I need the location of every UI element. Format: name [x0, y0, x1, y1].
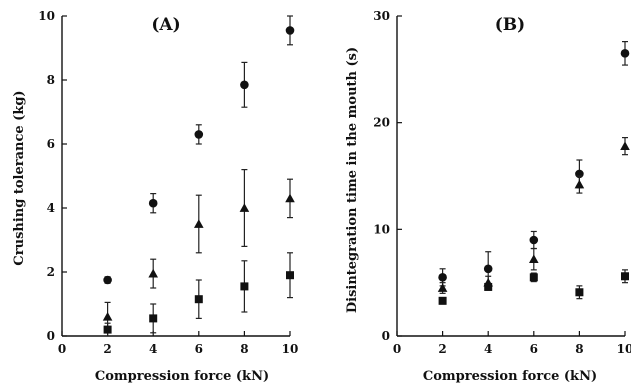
panel-b-y-tick-label: 30 [373, 9, 390, 23]
panel-b-y-tick-label: 0 [382, 329, 390, 343]
panel-b-y-axis-title: Disintegration time in the mouth (s) [345, 47, 360, 313]
panel-b-point-square [438, 296, 447, 305]
panel-b-point-circle [529, 235, 539, 245]
panel-a-y-tick-label: 8 [47, 73, 55, 87]
panel-a-point-circle [194, 130, 204, 139]
panel-a-point-square [194, 295, 203, 304]
panel-b-x-tick-label: 2 [438, 342, 446, 356]
panel-b-x-tick-label: 8 [575, 342, 583, 356]
panel-a-point-triangle [148, 268, 158, 278]
panel-a-y-tick-label: 2 [47, 265, 55, 279]
panel-a-x-tick-label: 4 [149, 342, 157, 356]
panel-a-y-tick-label: 0 [47, 329, 55, 343]
panel-b-title: (B) [495, 15, 525, 35]
panel-a-x-tick-label: 0 [58, 342, 66, 356]
panel-b-point-triangle [437, 283, 448, 292]
panel-a-point-circle [285, 26, 295, 35]
panel-b-x-tick-label: 6 [530, 342, 538, 356]
panel-a-y-axis-title: Crushing tolerance (kg) [12, 90, 27, 265]
panel-a-point-square [240, 282, 249, 291]
panel-a-y-tick-label: 6 [47, 137, 55, 151]
panel-a-x-tick-label: 2 [103, 342, 111, 356]
panel-a-point-circle [148, 198, 158, 208]
panel-a-point-triangle [239, 203, 250, 212]
panel-a-point-triangle [285, 193, 295, 203]
panel-b-x-tick-label: 4 [484, 342, 492, 356]
panel-a: (A) Compression force (kN) Crushing tole… [12, 9, 298, 384]
panel-b-point-square [484, 282, 493, 291]
panel-b-point-triangle [620, 141, 630, 150]
panel-a-point-square [149, 314, 158, 323]
panel-b-point-square [529, 273, 538, 282]
panel-b: (B) Compression force (kN) Disintegratio… [345, 9, 631, 384]
panel-a-x-tick-label: 8 [240, 342, 248, 356]
panel-a-x-axis-title: Compression force (kN) [95, 369, 269, 384]
panel-b-point-circle [620, 49, 630, 58]
panel-b-x-tick-label: 10 [617, 342, 631, 356]
panel-b-point-circle [483, 264, 493, 274]
panel-a-title: (A) [151, 15, 180, 35]
panel-b-x-tick-label: 0 [393, 342, 401, 356]
panel-a-y-tick-label: 10 [38, 9, 55, 23]
panel-a-point-square [103, 325, 112, 334]
panel-b-y-tick-label: 20 [373, 116, 390, 130]
panel-a-point-circle [240, 80, 249, 90]
panel-b-x-axis-title: Compression force (kN) [423, 369, 597, 384]
panel-a-x-tick-label: 6 [195, 342, 203, 356]
panel-b-point-triangle [529, 254, 539, 264]
panel-a-point-triangle [102, 312, 113, 321]
panel-a-x-tick-label: 10 [282, 342, 299, 356]
panel-b-point-square [575, 288, 584, 297]
panel-a-point-circle [103, 275, 112, 285]
panel-a-point-square [286, 271, 294, 280]
panel-b-point-triangle [574, 179, 585, 189]
panel-a-y-tick-label: 4 [47, 201, 55, 215]
panel-b-point-square [621, 272, 629, 281]
panel-b-y-tick-label: 10 [373, 222, 390, 236]
panel-b-point-circle [438, 273, 447, 282]
panel-a-point-triangle [194, 219, 204, 228]
